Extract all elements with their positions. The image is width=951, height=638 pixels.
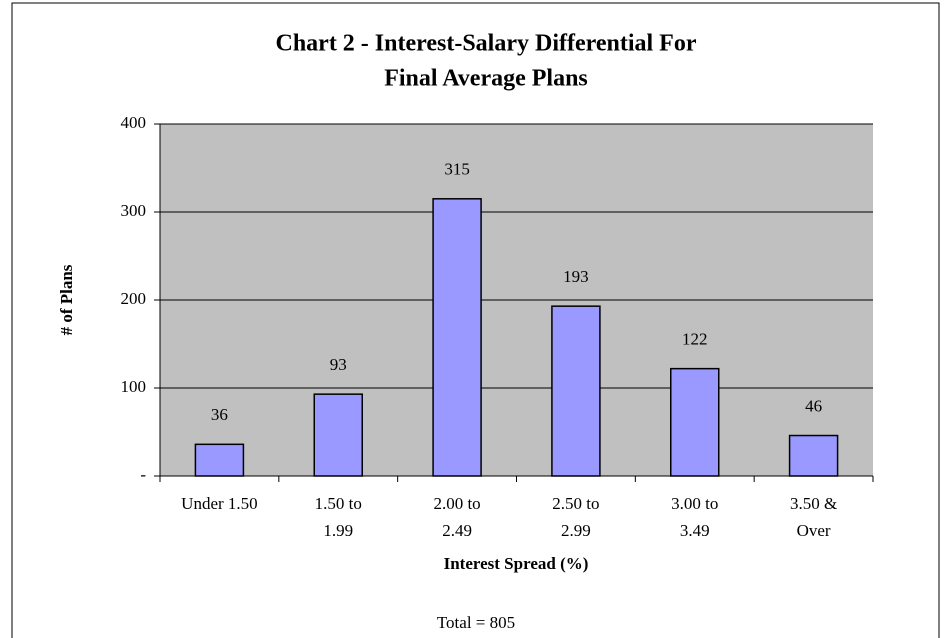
x-tick-label: 1.50 to	[315, 494, 362, 513]
y-tick-label: -	[140, 465, 146, 484]
value-label: 46	[805, 396, 822, 415]
value-label: 315	[444, 160, 470, 179]
y-axis-label: # of Plans	[57, 264, 76, 335]
x-tick-label: Under 1.50	[181, 494, 257, 513]
x-tick-label: 3.00 to	[671, 494, 718, 513]
y-tick-label: 100	[121, 377, 147, 396]
y-tick-label: 300	[121, 201, 147, 220]
y-tick-label: 200	[121, 289, 147, 308]
bar	[432, 198, 482, 477]
bar	[313, 393, 363, 477]
value-label: 93	[330, 355, 347, 374]
chart-title: Final Average Plans	[384, 66, 588, 92]
bar	[194, 443, 245, 477]
x-tick-label: 3.49	[680, 521, 710, 540]
bar	[670, 367, 720, 477]
x-tick-label: 2.49	[442, 521, 472, 540]
y-tick-label: 400	[121, 113, 147, 132]
x-axis-label: Interest Spread (%)	[444, 554, 589, 573]
x-tick-label: 2.00 to	[433, 494, 480, 513]
chart-title: Chart 2 - Interest-Salary Differential F…	[275, 31, 696, 57]
bar	[551, 305, 601, 477]
x-tick-label: Over	[797, 521, 831, 540]
x-tick-label: 2.99	[561, 521, 591, 540]
x-tick-label: 3.50 &	[790, 494, 837, 513]
value-label: 193	[563, 267, 589, 286]
annotation: Total = 805	[437, 613, 515, 632]
x-tick-label: 2.50 to	[552, 494, 599, 513]
value-label: 122	[682, 330, 708, 349]
x-tick-label: 1.99	[323, 521, 353, 540]
value-label: 36	[211, 405, 228, 424]
bar	[788, 434, 839, 477]
